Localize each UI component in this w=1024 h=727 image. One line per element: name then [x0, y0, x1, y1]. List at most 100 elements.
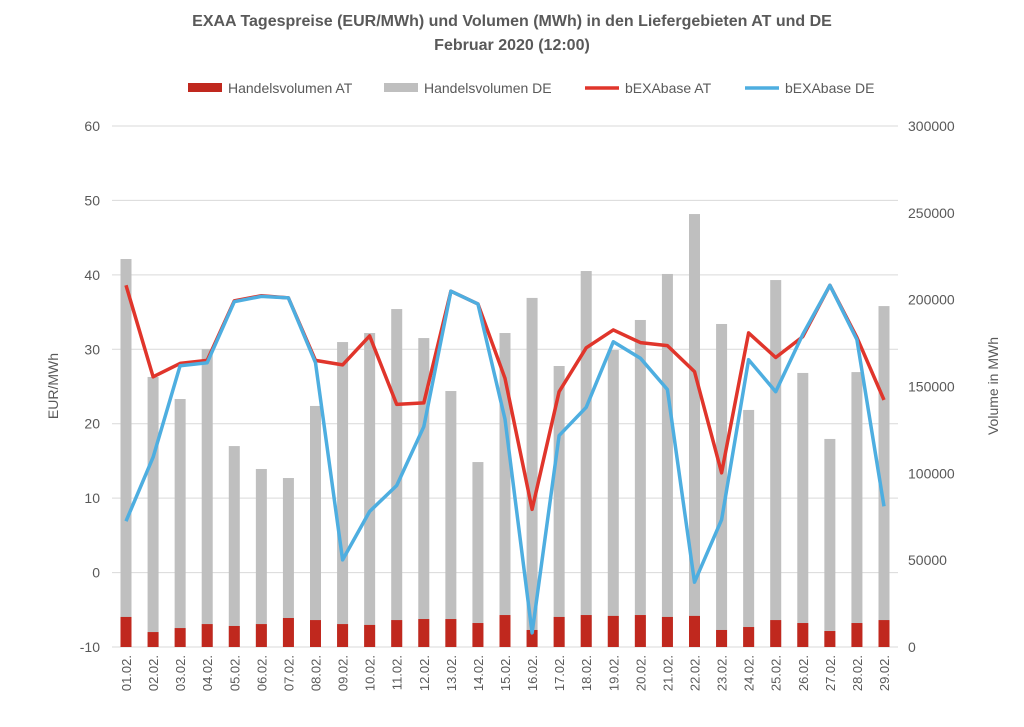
y2-tick-label: 300000: [908, 118, 955, 134]
x-tick-label: 22.02.: [688, 655, 703, 691]
legend: Handelsvolumen AT Handelsvolumen DE bEXAba…: [188, 80, 875, 96]
y2-tick-label: 50000: [908, 552, 947, 568]
bar-volume-at: [256, 624, 267, 647]
x-tick-label: 26.02.: [796, 655, 811, 691]
bar-volume-de: [445, 391, 456, 647]
bar-volume-de: [229, 446, 240, 647]
bar-volume-at: [148, 632, 159, 647]
bar-volume-de: [608, 350, 619, 647]
x-tick-label: 19.02.: [606, 655, 621, 691]
x-tick-label: 12.02.: [417, 655, 432, 691]
chart-title-line-1: EXAA Tagespreise (EUR/MWh) und Volumen (…: [192, 13, 832, 30]
y2-tick-label: 100000: [908, 465, 955, 481]
bar-volume-at: [121, 617, 132, 647]
y-tick-label: 10: [84, 490, 100, 506]
y-tick-label: 20: [84, 416, 100, 432]
bar-volume-de: [716, 324, 727, 647]
y2-tick-label: 200000: [908, 292, 955, 308]
y-tick-label: 30: [84, 341, 100, 357]
bar-volume-at: [337, 624, 348, 647]
x-tick-label: 23.02.: [715, 655, 730, 691]
y2-axis-label: Volume in MWh: [985, 337, 1001, 435]
x-tick-label: 18.02.: [579, 655, 594, 691]
x-tick-label: 25.02.: [769, 655, 784, 691]
bar-volume-de: [743, 410, 754, 647]
bar-volume-at: [662, 617, 673, 647]
x-tick-label: 27.02.: [823, 655, 838, 691]
bar-volume-at: [851, 623, 862, 647]
x-tick-label: 02.02.: [146, 655, 161, 691]
x-tick-label: 03.02.: [173, 655, 188, 691]
bar-volume-at: [581, 615, 592, 647]
x-tick-label: 14.02.: [471, 655, 486, 691]
x-tick-label: 01.02.: [119, 655, 134, 691]
x-tick-label: 08.02.: [309, 655, 324, 691]
bar-volume-de: [256, 469, 267, 647]
bar-volume-at: [879, 620, 890, 647]
bar-volume-de: [824, 439, 835, 647]
x-tick-label: 04.02.: [200, 655, 215, 691]
bar-volume-de: [121, 259, 132, 647]
bar-volume-at: [202, 624, 213, 647]
x-tick-label: 09.02.: [336, 655, 351, 691]
bar-volume-at: [797, 623, 808, 647]
bar-volume-de: [202, 349, 213, 647]
y-axis-left: 60 50 40 30 20 10 0 -10: [80, 118, 100, 655]
bar-volume-at: [391, 620, 402, 647]
y-tick-label: -10: [80, 639, 100, 655]
legend-label: bEXAbase DE: [785, 80, 875, 96]
bar-volume-at: [418, 619, 429, 647]
y2-tick-label: 150000: [908, 379, 955, 395]
x-tick-label: 16.02.: [525, 655, 540, 691]
bar-volume-at: [175, 628, 186, 647]
x-tick-label: 10.02.: [363, 655, 378, 691]
bar-volume-at: [500, 615, 511, 647]
x-tick-label: 20.02.: [633, 655, 648, 691]
x-tick-label: 07.02.: [281, 655, 296, 691]
bar-volume-de: [581, 271, 592, 647]
x-axis: 01.02. 02.02. 03.02. 04.02. 05.02. 06.02. 07.0…: [119, 655, 892, 691]
y2-tick-label: 250000: [908, 205, 955, 221]
bar-volume-at: [554, 617, 565, 647]
bar-volume-at: [472, 623, 483, 647]
y-tick-label: 0: [92, 565, 100, 581]
bar-volume-at: [743, 627, 754, 647]
x-tick-label: 24.02.: [742, 655, 757, 691]
y-axis-label: EUR/MWh: [45, 353, 61, 419]
bar-volume-at: [310, 620, 321, 647]
y-tick-label: 40: [84, 267, 100, 283]
bar-volume-de: [337, 342, 348, 647]
x-tick-label: 11.02.: [390, 655, 405, 690]
chart-title-line-2: Februar 2020 (12:00): [434, 37, 590, 54]
bar-volume-at: [824, 631, 835, 647]
bar-volume-de: [310, 406, 321, 647]
bar-volume-de: [851, 372, 862, 647]
x-tick-label: 05.02.: [227, 655, 242, 691]
legend-label: Handelsvolumen AT: [228, 80, 353, 96]
x-tick-label: 28.02.: [850, 655, 865, 691]
bar-volume-at: [635, 615, 646, 647]
x-tick-label: 21.02.: [660, 655, 675, 691]
legend-swatch: [188, 83, 222, 92]
bar-volume-at: [608, 616, 619, 647]
bar-volume-at: [364, 625, 375, 647]
bar-volume-at: [689, 616, 700, 647]
x-tick-label: 29.02.: [877, 655, 892, 691]
bar-volume-de: [148, 377, 159, 647]
bar-volume-at: [229, 626, 240, 647]
legend-swatch: [384, 83, 418, 92]
bar-volume-de: [175, 399, 186, 647]
x-tick-label: 15.02.: [498, 655, 513, 691]
bar-volume-de: [797, 373, 808, 647]
y-tick-label: 50: [84, 192, 100, 208]
y-axis-right: 300000 250000 200000 150000 100000 50000 0: [908, 118, 955, 655]
bar-volume-de: [662, 274, 673, 647]
bar-volume-at: [716, 630, 727, 647]
bar-volume-at: [770, 620, 781, 647]
y2-tick-label: 0: [908, 639, 916, 655]
bar-volume-de: [472, 462, 483, 647]
legend-label: Handelsvolumen DE: [424, 80, 552, 96]
x-tick-label: 06.02.: [254, 655, 269, 691]
y-tick-label: 60: [84, 118, 100, 134]
